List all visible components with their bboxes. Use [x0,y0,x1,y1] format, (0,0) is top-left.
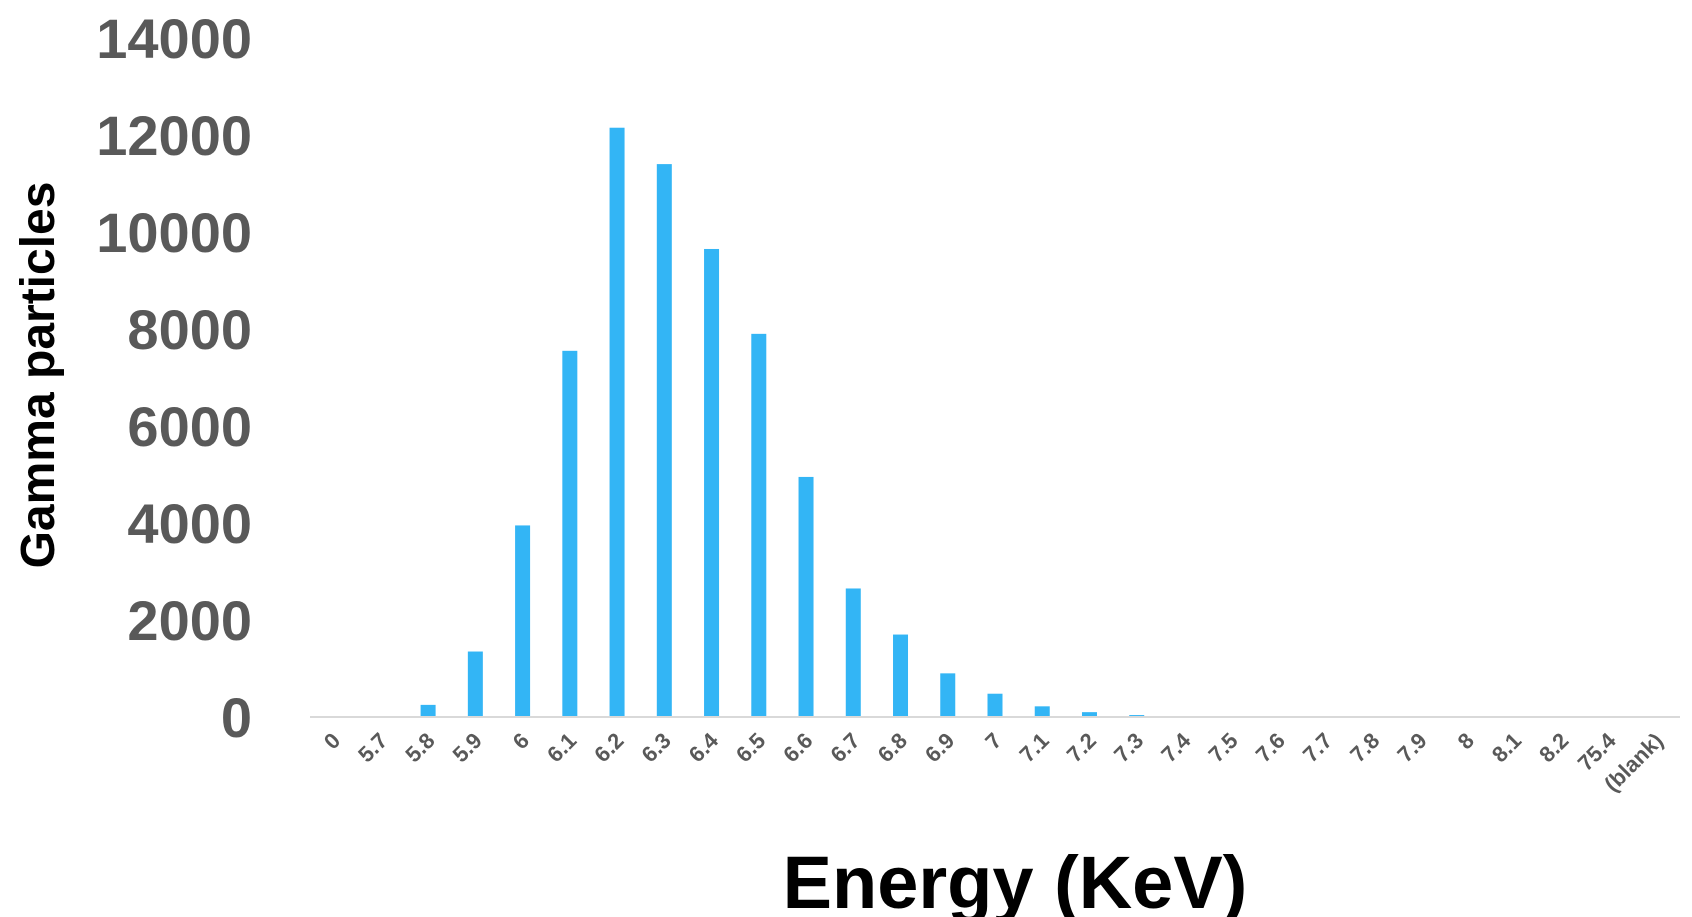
y-tick-label: 12000 [96,104,252,167]
x-tick-label: 7.5 [1203,728,1242,767]
x-tick-label: 6 [508,728,534,754]
x-tick-label: 6.5 [731,728,770,767]
y-tick-label: 10000 [96,201,252,264]
bar [751,333,767,717]
bar [515,525,531,717]
x-tick-label: 6.8 [873,728,912,767]
bar [609,127,625,718]
y-tick-label: 4000 [127,492,252,555]
bar [420,704,436,717]
x-tick-label: 7.3 [1109,728,1148,767]
x-tick-label: 0 [319,728,345,754]
bar [893,634,909,717]
y-tick-label: 0 [221,686,252,749]
x-tick-label: 7.8 [1345,728,1384,767]
x-axis: 0 5.7 5.8 5.9 6 6.1 6.2 6.3 6.4 6.5 6.6 6.7 6.8 6.9 7 7… [319,727,1668,796]
bar [1034,706,1050,717]
bar [987,693,1003,717]
bar [845,588,861,717]
x-tick-label: 7.7 [1298,728,1337,767]
x-tick-label: 6.6 [778,728,817,767]
x-tick-label: 7 [980,728,1006,754]
bar [562,350,578,717]
x-axis-title: Energy (KeV) [783,841,1248,917]
x-tick-label: 5.9 [448,728,487,767]
y-tick-label: 8000 [127,298,252,361]
x-tick-label: 6.7 [826,728,865,767]
y-axis-title: Gamma particles [12,182,65,569]
x-tick-label: 7.2 [1062,728,1101,767]
x-tick-label: 6.1 [542,728,581,767]
x-tick-label: 7.1 [1014,728,1053,767]
bars [420,127,1286,718]
bar [940,673,956,717]
y-axis: 0 2000 4000 6000 8000 10000 12000 14000 [96,7,252,749]
x-tick-label: 8 [1453,728,1479,754]
bar [704,248,720,717]
x-tick-label: 6.3 [637,728,676,767]
x-tick-label: 5.7 [353,728,392,767]
x-tick-label: 8.2 [1534,728,1573,767]
y-tick-label: 6000 [127,395,252,458]
bar [1081,712,1097,717]
bar [798,476,814,717]
bar [467,651,483,717]
bar [656,164,672,718]
y-tick-label: 2000 [127,589,252,652]
x-tick-label: 7.6 [1251,728,1290,767]
x-tick-label: 6.2 [589,728,628,767]
x-tick-label: 5.8 [400,728,439,767]
x-tick-label: 7.4 [1156,727,1196,767]
x-tick-label: 7.9 [1392,728,1431,767]
x-tick-label: 6.9 [920,728,959,767]
x-tick-label: 6.4 [684,727,724,767]
x-tick-label: 8.1 [1487,728,1526,767]
y-tick-label: 14000 [96,7,252,70]
